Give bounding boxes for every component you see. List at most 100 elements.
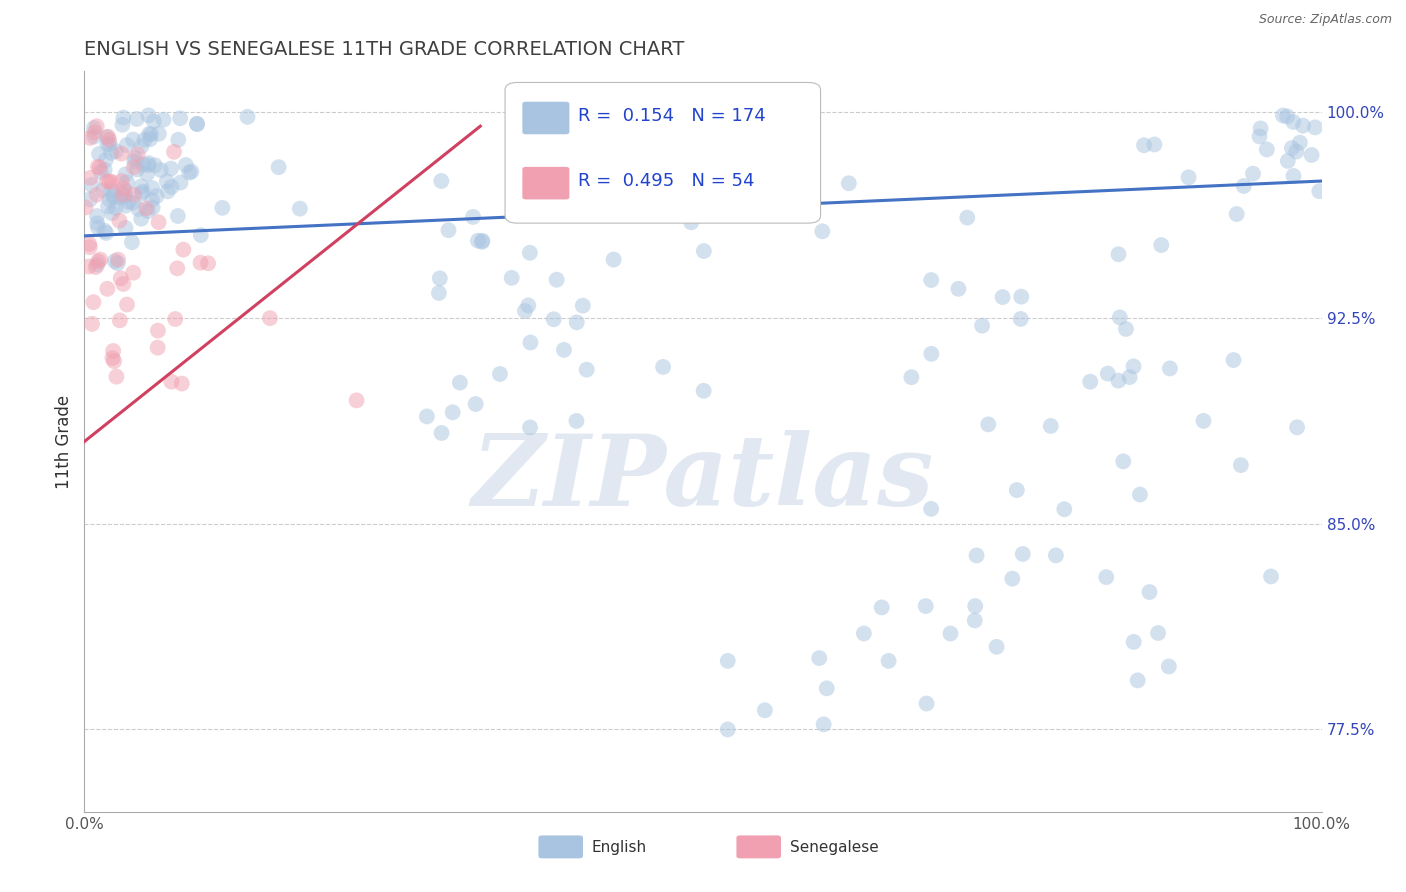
Point xyxy=(138,156,160,170)
FancyBboxPatch shape xyxy=(523,167,569,200)
Point xyxy=(1277,110,1299,124)
Point xyxy=(1250,121,1272,136)
Point xyxy=(77,260,100,274)
Point xyxy=(915,697,938,711)
Point xyxy=(464,397,486,411)
Point xyxy=(100,184,122,198)
Point xyxy=(1139,585,1161,599)
Point xyxy=(107,252,129,267)
Point xyxy=(84,260,107,274)
Point xyxy=(129,179,152,194)
Point xyxy=(107,256,129,270)
Point xyxy=(174,158,197,172)
Point xyxy=(441,405,464,419)
Point xyxy=(970,318,993,333)
Point xyxy=(1230,458,1253,472)
Point xyxy=(101,175,124,189)
Point xyxy=(1097,367,1119,381)
Point xyxy=(132,185,155,199)
Point xyxy=(1126,673,1149,688)
Text: ZIPatlas: ZIPatlas xyxy=(472,430,934,527)
Point xyxy=(115,175,138,189)
Point xyxy=(122,187,145,202)
Point xyxy=(693,244,716,258)
Point xyxy=(131,186,153,201)
Point xyxy=(1222,353,1244,368)
Point xyxy=(148,215,170,229)
Point xyxy=(914,599,936,613)
Point xyxy=(124,151,146,165)
Text: ENGLISH VS SENEGALESE 11TH GRADE CORRELATION CHART: ENGLISH VS SENEGALESE 11TH GRADE CORRELA… xyxy=(84,39,685,59)
Point xyxy=(115,138,138,153)
Point xyxy=(169,112,191,126)
Point xyxy=(87,147,110,161)
Point xyxy=(124,154,146,169)
Point xyxy=(148,127,170,141)
Point xyxy=(146,341,169,355)
Point xyxy=(139,132,162,146)
Point xyxy=(83,121,105,136)
Point xyxy=(115,297,138,311)
Point xyxy=(501,271,523,285)
Point xyxy=(75,201,97,215)
Point xyxy=(167,133,190,147)
Point xyxy=(129,211,152,226)
Point xyxy=(141,181,163,195)
Point xyxy=(149,163,172,178)
Point xyxy=(80,317,103,331)
Point xyxy=(427,285,450,300)
Point xyxy=(125,112,148,126)
Point xyxy=(1147,626,1170,640)
Point xyxy=(142,114,165,128)
Point xyxy=(519,335,541,350)
Point xyxy=(98,137,121,152)
Point xyxy=(1157,659,1180,673)
Point xyxy=(1115,322,1137,336)
Point xyxy=(1122,635,1144,649)
Point xyxy=(112,277,135,291)
Point xyxy=(1281,141,1303,155)
Point xyxy=(506,195,529,210)
Point xyxy=(79,170,101,185)
Point xyxy=(1108,247,1130,261)
Point xyxy=(96,226,118,240)
Point xyxy=(122,132,145,146)
Point xyxy=(1308,184,1330,198)
Y-axis label: 11th Grade: 11th Grade xyxy=(55,394,73,489)
Text: Source: ZipAtlas.com: Source: ZipAtlas.com xyxy=(1258,13,1392,27)
Point xyxy=(1303,120,1326,135)
Point xyxy=(1133,138,1156,153)
Point xyxy=(259,311,281,326)
Point xyxy=(186,117,208,131)
Point xyxy=(128,202,150,216)
Point xyxy=(114,221,136,235)
Point xyxy=(977,417,1000,432)
Point xyxy=(852,626,875,640)
Point xyxy=(1095,570,1118,584)
Point xyxy=(939,626,962,640)
Point xyxy=(98,133,121,147)
Point xyxy=(117,194,139,209)
Point xyxy=(288,202,311,216)
Point xyxy=(544,183,567,197)
Point xyxy=(160,180,183,194)
Point xyxy=(97,199,120,213)
Point xyxy=(143,158,166,172)
Point xyxy=(179,165,201,179)
Point xyxy=(1177,170,1199,185)
Point xyxy=(94,153,117,167)
Point xyxy=(114,167,136,181)
Point xyxy=(96,282,118,296)
Point xyxy=(489,367,512,381)
Point xyxy=(1010,290,1032,304)
Point xyxy=(172,243,194,257)
Point xyxy=(920,501,942,516)
Point xyxy=(467,234,489,248)
Point xyxy=(813,717,835,731)
Point xyxy=(127,162,149,177)
Point xyxy=(79,193,101,207)
Point xyxy=(1039,419,1062,434)
Point xyxy=(89,252,111,267)
FancyBboxPatch shape xyxy=(505,82,821,223)
Point xyxy=(93,224,115,238)
